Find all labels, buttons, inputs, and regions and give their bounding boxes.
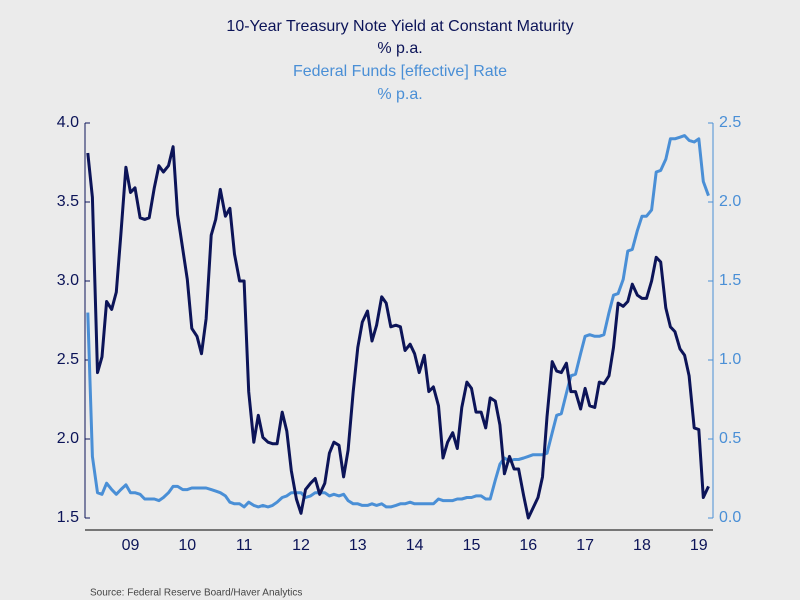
y-tick-label: 2.0 <box>57 430 79 447</box>
y2-tick-label: 1.0 <box>719 351 741 368</box>
x-tick-label: 11 <box>236 537 253 554</box>
series-line <box>86 145 710 520</box>
x-tick-label: 17 <box>576 537 594 554</box>
y2-tick-label: 0.5 <box>719 430 741 447</box>
y2-tick-label: 2.0 <box>719 193 741 210</box>
x-tick-label: 18 <box>633 537 651 554</box>
y-tick-label: 1.5 <box>57 509 79 526</box>
y2-tick-label: 2.5 <box>719 114 741 131</box>
series-unit: % p.a. <box>377 40 422 57</box>
series-unit: % p.a. <box>377 86 422 103</box>
y2-tick-label: 0.0 <box>719 509 741 526</box>
x-tick-label: 12 <box>292 537 310 554</box>
series-title: Federal Funds [effective] Rate <box>293 63 507 80</box>
x-tick-label: 16 <box>519 537 537 554</box>
source: Source: Federal Reserve Board/Haver Anal… <box>90 588 302 599</box>
series-line <box>86 134 710 509</box>
x-tick-label: 09 <box>122 537 140 554</box>
y-tick-label: 3.0 <box>57 272 79 289</box>
x-tick-label: 10 <box>178 537 196 554</box>
y-tick-label: 4.0 <box>57 114 79 131</box>
y-tick-label: 3.5 <box>57 193 79 210</box>
x-tick-label: 19 <box>690 537 708 554</box>
x-tick-label: 15 <box>463 537 481 554</box>
series-title: 10-Year Treasury Note Yield at Constant … <box>226 18 573 35</box>
x-tick-label: 13 <box>349 537 367 554</box>
x-tick-label: 14 <box>406 537 424 554</box>
y2-tick-label: 1.5 <box>719 272 741 289</box>
y-tick-label: 2.5 <box>57 351 79 368</box>
